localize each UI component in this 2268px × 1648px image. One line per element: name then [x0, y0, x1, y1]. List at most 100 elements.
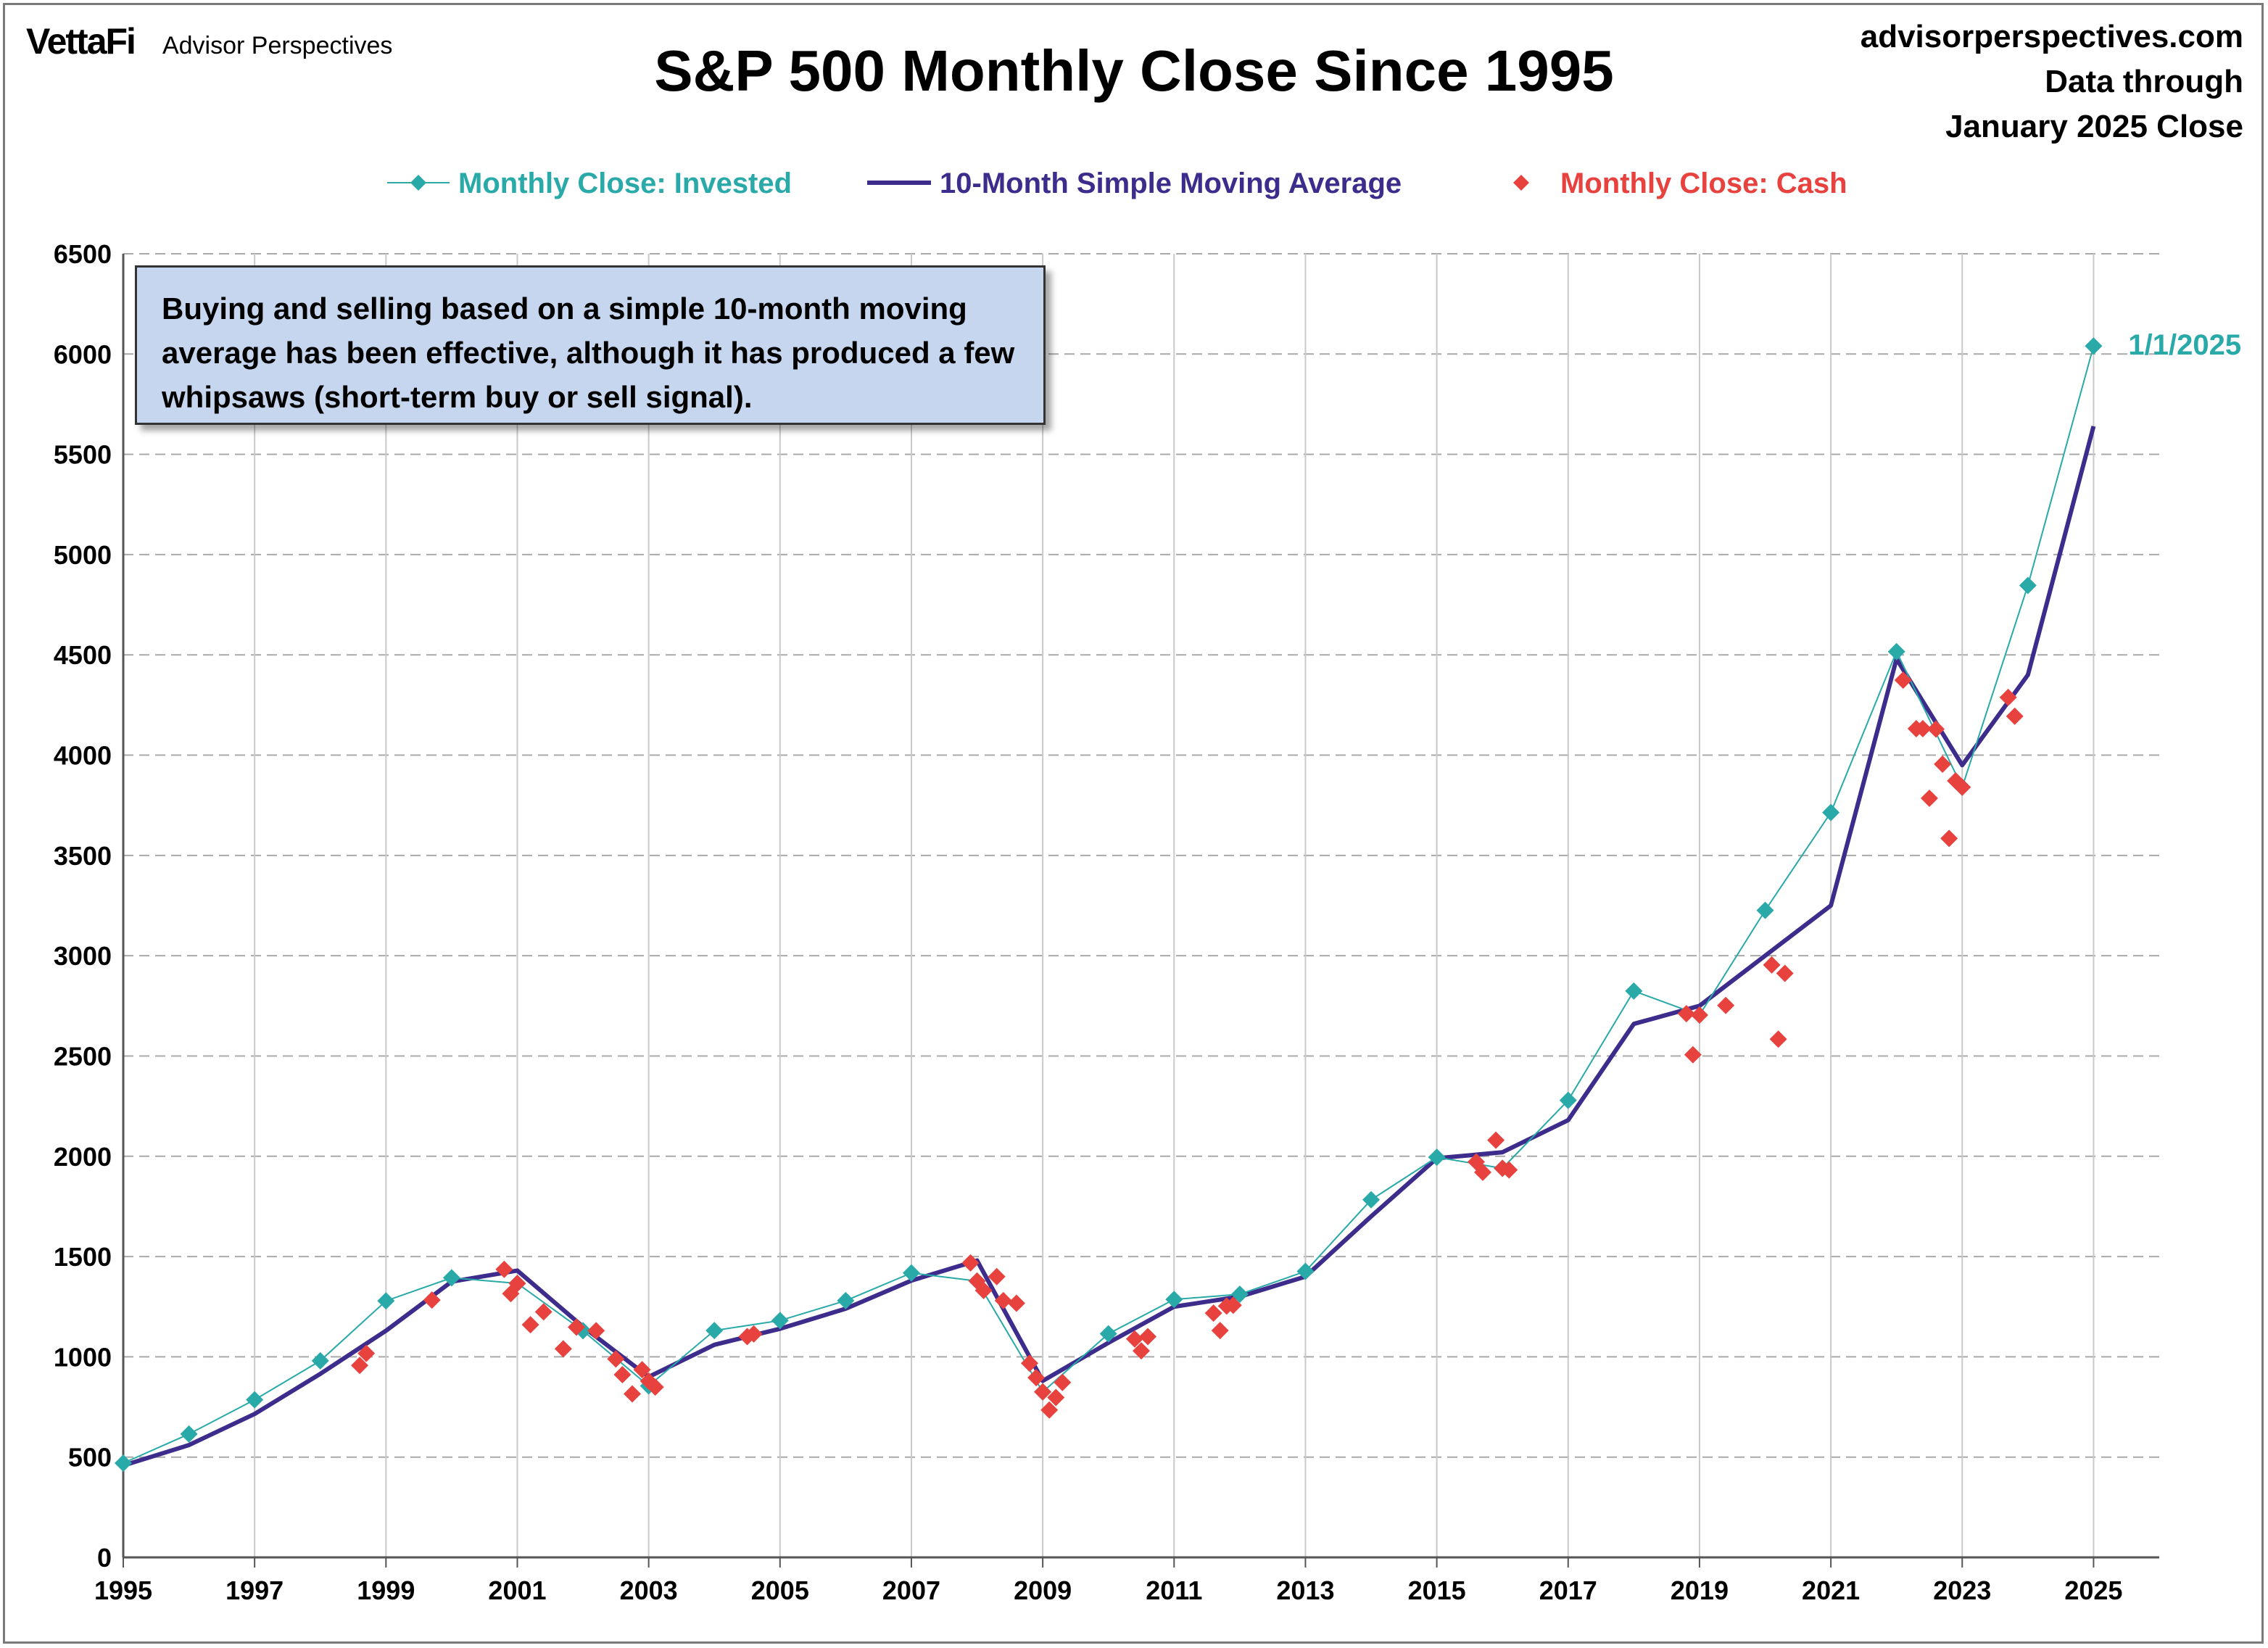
cash-point — [423, 1291, 441, 1309]
x-tick-label: 1997 — [225, 1575, 284, 1605]
cash-point — [1953, 778, 1971, 796]
cash-point — [1027, 1369, 1046, 1387]
cash-point — [1034, 1383, 1052, 1401]
cash-point — [1125, 1330, 1143, 1348]
invested-point — [246, 1391, 264, 1409]
cash-point — [1054, 1373, 1072, 1391]
invested-point — [1099, 1325, 1117, 1343]
legend-cash-marker — [1513, 175, 1529, 191]
cash-point — [1894, 671, 1912, 690]
cash-point — [1133, 1342, 1150, 1360]
invested-point — [902, 1264, 920, 1282]
invested-point — [1428, 1148, 1446, 1167]
y-tick-label: 5500 — [54, 440, 112, 470]
cash-point — [988, 1267, 1006, 1285]
cash-point — [1927, 720, 1945, 738]
y-tick-label: 3000 — [54, 941, 112, 971]
y-tick-label: 4000 — [54, 741, 112, 771]
invested-point — [2085, 337, 2103, 355]
legend-invested-label: Monthly Close: Invested — [458, 167, 792, 199]
y-tick-label: 1000 — [54, 1342, 112, 1372]
y-tick-label: 5000 — [54, 540, 112, 570]
cash-point — [745, 1325, 763, 1343]
cash-point — [633, 1361, 651, 1379]
cash-point — [1040, 1401, 1059, 1419]
cash-point — [1920, 790, 1938, 808]
invested-point — [180, 1425, 198, 1443]
y-tick-label: 2000 — [54, 1142, 112, 1172]
invested-point — [1822, 803, 1840, 821]
y-tick-label: 500 — [68, 1443, 112, 1473]
cash-point — [1934, 755, 1952, 773]
cash-point — [961, 1254, 980, 1272]
y-tick-label: 1500 — [54, 1242, 112, 1272]
invested-series-line — [123, 345, 2095, 1464]
invested-point — [1559, 1091, 1577, 1109]
invested-point — [442, 1269, 460, 1287]
advisor-perspectives-label: Advisor Perspectives — [162, 32, 393, 59]
cash-point — [1677, 1005, 1695, 1023]
cash-point — [613, 1366, 632, 1384]
cash-point — [646, 1378, 664, 1396]
invested-point — [1887, 642, 1905, 661]
cash-point — [1940, 829, 1958, 848]
cash-point — [534, 1303, 552, 1321]
x-tick-label: 2001 — [488, 1575, 546, 1605]
cash-point — [1717, 996, 1735, 1014]
cash-point — [1021, 1354, 1039, 1372]
cash-point — [554, 1340, 572, 1358]
cash-point — [495, 1260, 513, 1278]
cash-point — [607, 1350, 625, 1368]
cash-point — [1047, 1388, 1065, 1407]
invested-point — [377, 1292, 395, 1310]
invested-point — [311, 1351, 329, 1370]
cash-point — [1690, 1006, 1708, 1024]
x-tick-label: 2019 — [1671, 1575, 1729, 1605]
source-line-date: January 2025 Close — [1945, 109, 2243, 144]
invested-point — [1756, 901, 1774, 919]
x-tick-label: 2007 — [882, 1575, 940, 1605]
cash-point — [1139, 1328, 1157, 1346]
cash-point — [508, 1275, 526, 1293]
cash-markers — [351, 671, 2024, 1419]
x-tick-label: 2013 — [1276, 1575, 1334, 1605]
invested-point — [115, 1454, 132, 1472]
invested-point — [705, 1322, 724, 1340]
cash-point — [1913, 720, 1932, 738]
legend-cash-label: Monthly Close: Cash — [1560, 167, 1847, 199]
invested-point — [837, 1291, 855, 1309]
x-tick-label: 2011 — [1146, 1575, 1202, 1605]
x-tick-label: 2017 — [1539, 1575, 1597, 1605]
invested-point — [1230, 1285, 1249, 1304]
cash-point — [1204, 1304, 1222, 1322]
cash-point — [1776, 964, 1794, 982]
y-tick-label: 2500 — [54, 1041, 112, 1071]
source-line-data-through: Data through — [2045, 64, 2243, 99]
y-tick-label: 0 — [97, 1543, 112, 1573]
vettafi-logo: VettaFi — [26, 21, 136, 62]
x-tick-label: 1999 — [357, 1575, 415, 1605]
invested-point — [1165, 1291, 1183, 1309]
x-tick-label: 2009 — [1014, 1575, 1072, 1605]
cash-point — [1224, 1296, 1242, 1314]
y-tick-label: 6500 — [54, 239, 112, 269]
end-date-label: 1/1/2025 — [2128, 329, 2241, 361]
invested-point — [771, 1312, 789, 1330]
legend-sma-label: 10-Month Simple Moving Average — [940, 167, 1402, 199]
x-tick-label: 2003 — [620, 1575, 678, 1605]
source-line-website: advisorperspectives.com — [1860, 19, 2243, 54]
cash-point — [1769, 1030, 1787, 1048]
cash-point — [2006, 707, 2024, 725]
cash-point — [994, 1291, 1012, 1309]
cash-point — [587, 1322, 605, 1340]
x-tick-label: 2025 — [2064, 1575, 2122, 1605]
cash-point — [974, 1281, 993, 1299]
x-tick-label: 2023 — [1933, 1575, 1991, 1605]
invested-point — [1362, 1191, 1381, 1209]
y-tick-label: 3500 — [54, 841, 112, 871]
cash-point — [521, 1316, 539, 1334]
cash-point — [624, 1385, 641, 1403]
invested-point — [2019, 576, 2037, 595]
legend-invested-marker — [410, 175, 426, 191]
